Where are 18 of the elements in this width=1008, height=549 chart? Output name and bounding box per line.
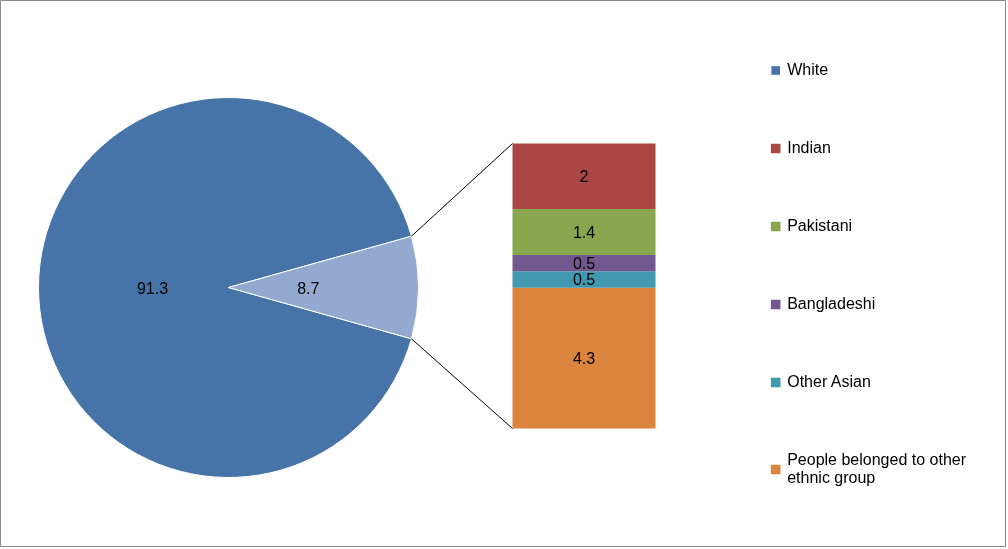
legend-label: Bangladeshi [787,294,876,313]
bar [512,271,656,288]
data-label: 0.5 [572,255,596,273]
legend-label: People belonged to other ethnic group [787,450,966,487]
legend-label: Indian [787,138,831,157]
legend-label: Other Asian [787,372,871,391]
bar [512,209,656,255]
bar [512,143,656,210]
data-label: 91.3 [136,279,169,297]
data-label: 2 [579,168,589,186]
data-label: 1.4 [572,223,596,241]
bar [512,287,656,429]
data-label: 0.5 [572,271,596,289]
data-label: 4.3 [572,350,596,368]
legend-label: White [787,60,829,79]
bar [512,254,656,272]
data-label: 8.7 [297,279,320,297]
legend-label: Pakistani [787,216,853,235]
